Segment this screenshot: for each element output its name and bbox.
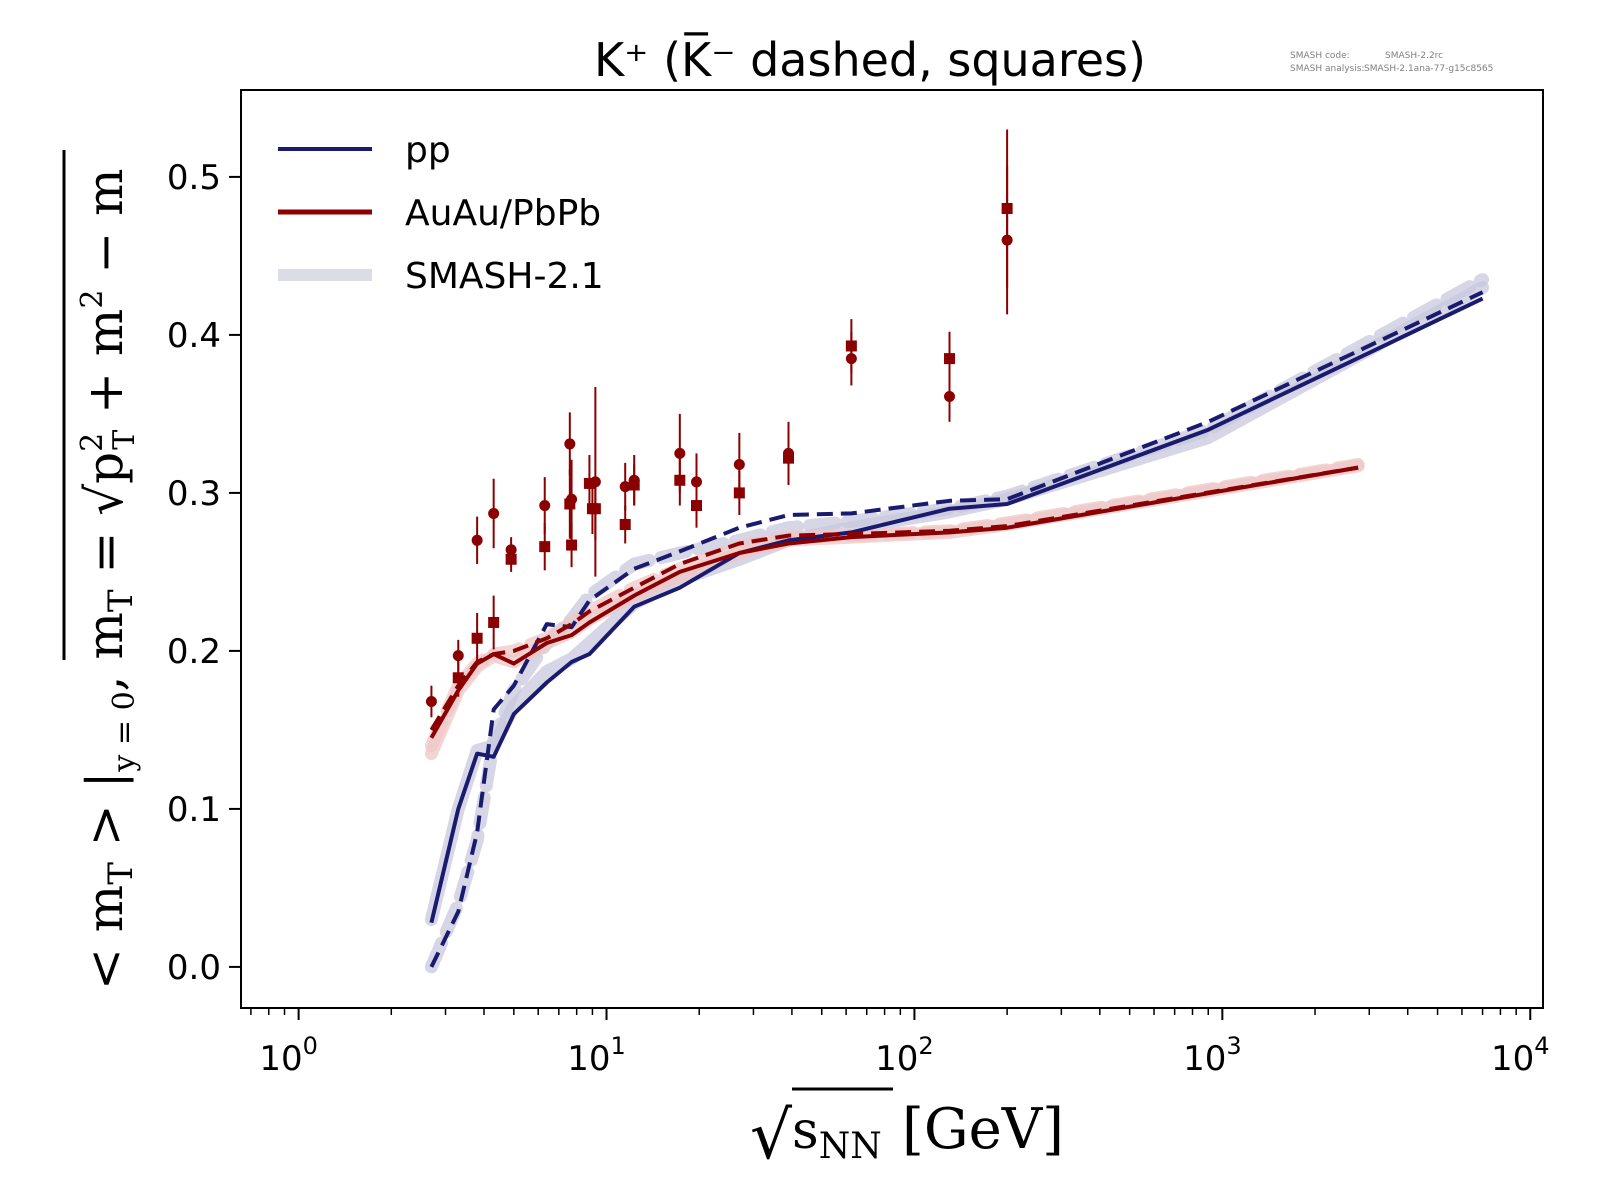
kplus-point-3 xyxy=(488,507,500,519)
smash-band-1 xyxy=(424,273,1490,974)
smash-code-label: SMASH code: xyxy=(1290,51,1350,61)
y-tick-label-0: 0.0 xyxy=(167,948,221,988)
x-axis-label-unit: [GeV] xyxy=(902,1097,1064,1162)
y-label-p-sup: 2 xyxy=(75,433,110,452)
y-label-lhs-sub: T xyxy=(101,862,141,885)
x-axis: 100 101 102 103 104 xyxy=(250,1008,1550,1079)
kplus-point-9 xyxy=(619,481,631,493)
kminus-point-1 xyxy=(471,632,483,644)
smash-analysis-label: SMASH analysis: xyxy=(1290,64,1364,74)
series-layer xyxy=(424,273,1490,974)
smash-code-value: SMASH-2.2rc xyxy=(1385,51,1443,61)
kminus-point-3 xyxy=(505,553,517,565)
x-tick-base-4: 10 xyxy=(1491,1039,1534,1079)
legend-label-pp: pp xyxy=(405,130,451,171)
x-tick-base-1: 10 xyxy=(567,1039,610,1079)
y-tick-label-5: 0.5 xyxy=(167,158,221,198)
data-points-layer xyxy=(425,129,1013,718)
kplus-point-16 xyxy=(944,391,956,403)
kminus-point-15 xyxy=(783,452,795,464)
y-tick-label-4: 0.4 xyxy=(167,316,221,356)
x-axis-label-sub: NN xyxy=(819,1126,882,1167)
x-tick-exp-4: 4 xyxy=(1534,1032,1549,1060)
x-tick-label-4: 104 xyxy=(1491,1032,1550,1079)
y-axis: 0.0 0.1 0.2 0.3 0.4 0.5 xyxy=(167,158,241,988)
y-label-eq: = √ xyxy=(76,484,134,590)
y-label-m-sup: 2 xyxy=(75,290,110,309)
x-axis-label: √ sNN [GeV] xyxy=(750,1087,1064,1174)
x-tick-exp-2: 2 xyxy=(918,1032,933,1060)
x-tick-label-3: 103 xyxy=(1183,1032,1242,1079)
plot-area-frame xyxy=(240,89,1544,1009)
kminus-point-6 xyxy=(566,539,578,551)
kplus-point-5 xyxy=(539,500,551,512)
y-tick-label-1: 0.1 xyxy=(167,790,221,830)
kminus-point-17 xyxy=(944,353,956,365)
x-axis-label-root: √ xyxy=(750,1097,793,1174)
kminus-point-13 xyxy=(691,500,703,512)
y-label-p: p xyxy=(76,452,134,484)
kminus-point-0 xyxy=(452,672,464,684)
y-axis-label-text: < mT > |y = 0, mT = √p2T + m2 − m xyxy=(75,168,142,990)
y-label-lhs: < m xyxy=(76,885,134,990)
smash-analysis-value: SMASH-2.1ana-77-g15c8565 xyxy=(1364,64,1493,74)
x-tick-label-1: 101 xyxy=(567,1032,626,1079)
x-axis-label-var: sNN xyxy=(792,1101,882,1167)
kminus-point-9 xyxy=(589,503,601,515)
kplus-point-1 xyxy=(452,650,464,662)
y-tick-label-2: 0.2 xyxy=(167,632,221,672)
kminus-point-14 xyxy=(733,487,745,499)
kminus-point-2 xyxy=(488,616,500,628)
kminus-point-11 xyxy=(628,479,640,491)
x-tick-label-0: 100 xyxy=(259,1032,318,1079)
x-tick-exp-0: 0 xyxy=(303,1032,318,1060)
chart-title: K⁺ (K̅⁻ dashed, squares) xyxy=(594,32,1146,87)
kminus-point-7 xyxy=(583,477,595,489)
x-tick-exp-1: 1 xyxy=(611,1032,626,1060)
x-tick-label-2: 102 xyxy=(875,1032,934,1079)
kplus-point-11 xyxy=(674,447,686,459)
kplus-point-2 xyxy=(471,534,483,546)
y-axis-label: < mT > |y = 0, mT = √p2T + m2 − m xyxy=(62,150,142,990)
y-label-plus: + m xyxy=(76,309,134,430)
kplus-point-6 xyxy=(564,438,576,450)
x-axis-label-s: s xyxy=(792,1101,819,1161)
legend-label-auau: AuAu/PbPb xyxy=(405,193,601,234)
x-tick-base-3: 10 xyxy=(1183,1039,1226,1079)
kminus-point-4 xyxy=(539,541,551,553)
model-line-5 xyxy=(429,290,1484,968)
legend-label-smash: SMASH-2.1 xyxy=(405,256,604,297)
y-label-mid-sub: y = 0 xyxy=(107,691,142,772)
kplus-point-0 xyxy=(425,695,437,707)
kminus-point-10 xyxy=(619,519,631,531)
y-label-sep-sub: T xyxy=(101,589,141,612)
kplus-point-12 xyxy=(691,476,703,488)
kplus-point-13 xyxy=(733,458,745,470)
y-label-mid: > | xyxy=(76,772,134,863)
y-tick-label-3: 0.3 xyxy=(167,474,221,514)
y-label-sep: , m xyxy=(76,612,134,691)
kminus-point-12 xyxy=(674,474,686,486)
x-tick-base-2: 10 xyxy=(875,1039,918,1079)
legend: pp AuAu/PbPb SMASH-2.1 xyxy=(278,130,604,297)
x-tick-base-0: 10 xyxy=(259,1039,302,1079)
kminus-point-16 xyxy=(845,340,857,352)
model-line-6 xyxy=(429,465,1359,739)
kminus-point-5 xyxy=(564,498,576,510)
model-line-7 xyxy=(429,465,1359,731)
y-label-p-sub: T xyxy=(107,430,142,450)
x-tick-exp-3: 3 xyxy=(1226,1032,1241,1060)
y-label-minus: − m xyxy=(76,168,134,289)
smash-version-info: SMASH code: SMASH-2.2rc SMASH analysis: … xyxy=(1290,51,1493,74)
kminus-point-18 xyxy=(1001,203,1013,215)
